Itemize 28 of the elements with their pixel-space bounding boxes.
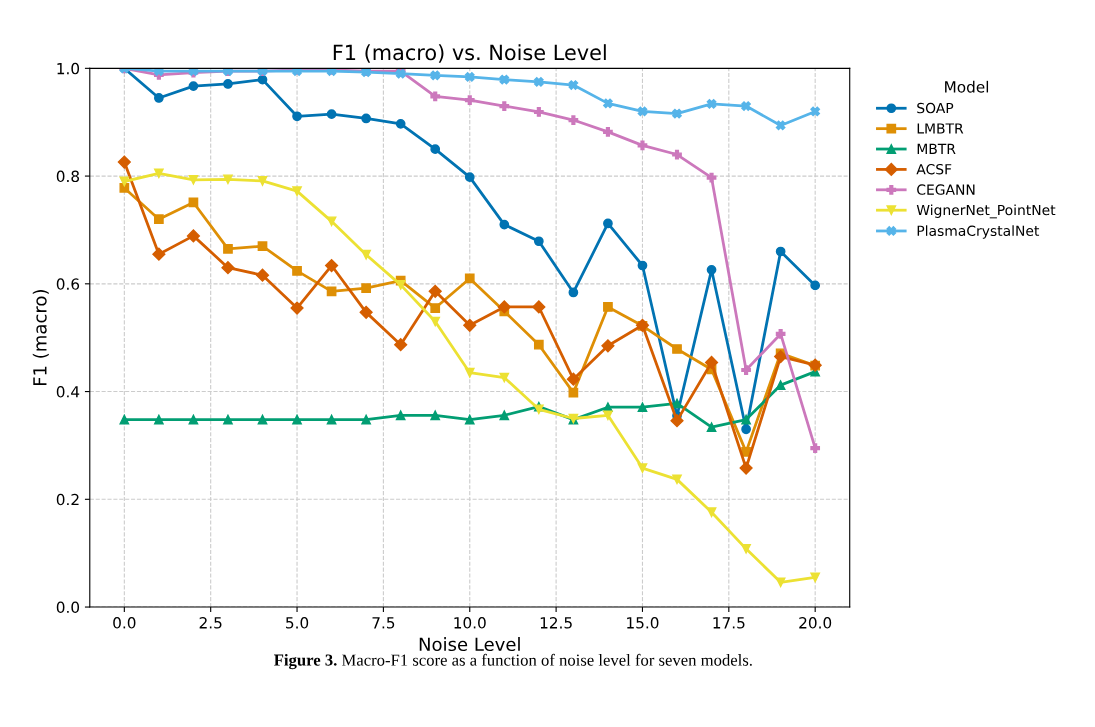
x-tick-label: 10.0 (454, 617, 486, 629)
legend-label: SOAP (917, 102, 954, 114)
y-axis-title: F1 (macro) (32, 290, 49, 386)
x-tick-label: 2.5 (199, 617, 222, 629)
x-tick-label: 20.0 (799, 617, 832, 629)
legend-label: WignerNet_PointNet (916, 204, 1056, 219)
caption: Figure 3. (274, 653, 337, 670)
y-tick-label: 0.4 (56, 386, 80, 398)
legend-label: PlasmaCrystalNet (917, 225, 1040, 239)
x-tick-label: 0.0 (113, 617, 136, 629)
y-tick-label: 0.2 (56, 493, 79, 506)
x-tick-label: 15.0 (627, 617, 659, 629)
legend-label: CEGANN (917, 184, 975, 195)
x-tick-label: 17.5 (713, 617, 745, 629)
y-tick-label: 0.8 (56, 170, 80, 183)
x-axis-title: Noise Level (419, 637, 520, 652)
x-tick-label: 7.5 (372, 617, 395, 629)
y-tick-label: 0.0 (56, 601, 80, 614)
legend-title: Model (945, 80, 989, 93)
legend-label: MBTR (917, 143, 956, 154)
x-tick-label: 12.5 (540, 617, 572, 629)
legend-label: ACSF (916, 163, 952, 175)
text: Macro-F1 score as a function of noise level for seven models. (341, 653, 752, 666)
y-tick-label: 0.6 (56, 278, 80, 290)
x-tick-label: 5.0 (286, 617, 309, 629)
legend-label: LMBTR (917, 123, 964, 134)
y-tick-label: 1.0 (57, 62, 80, 75)
chart-title: F1 (macro) vs. Noise Level (333, 44, 606, 63)
